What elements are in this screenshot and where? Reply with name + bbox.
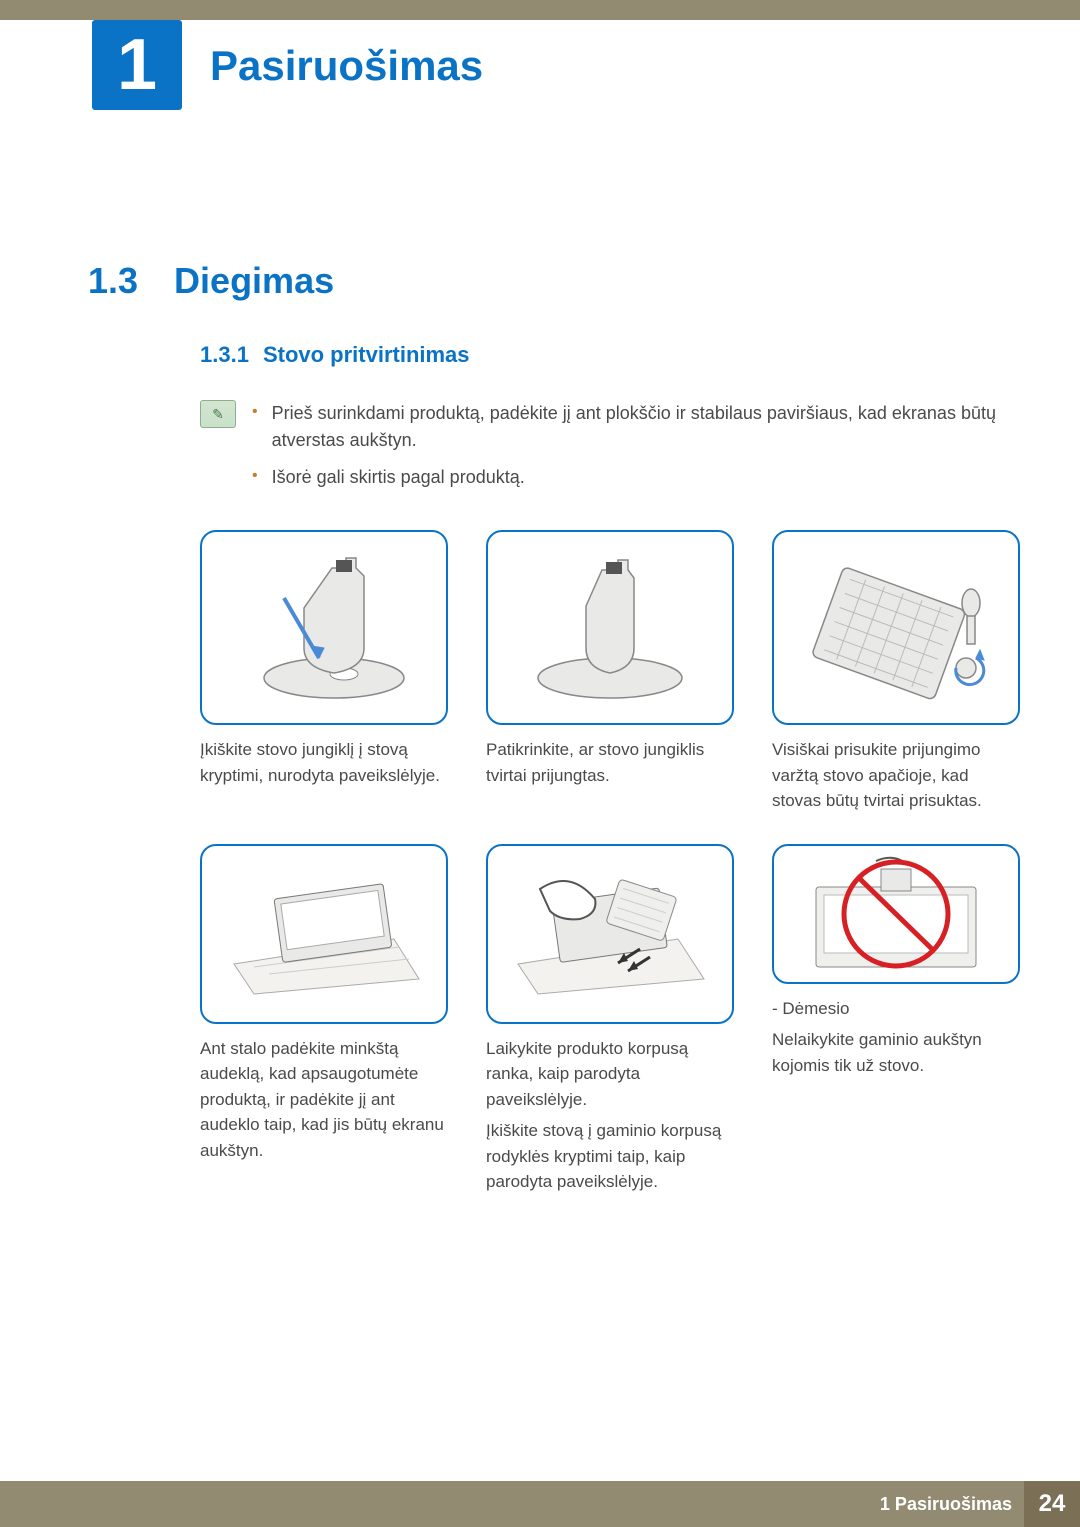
figure-cell: Patikrinkite, ar stovo jungiklis tvirtai… [486, 530, 734, 814]
figure-cell: Įkiškite stovo jungiklį į stovą kryptimi… [200, 530, 448, 814]
stand-attached-icon [510, 548, 710, 708]
stand-insert-icon [224, 548, 424, 708]
note-text: Prieš surinkdami produktą, padėkite jį a… [272, 400, 1010, 454]
note-bullet: • Išorė gali skirtis pagal produktą. [252, 464, 1010, 491]
figure-box [486, 844, 734, 1024]
footer-text: 1 Pasiruošimas [880, 1494, 1012, 1515]
chapter-title: Pasiruošimas [210, 42, 483, 90]
figure-box [772, 844, 1020, 984]
note-bullet: • Prieš surinkdami produktą, padėkite jį… [252, 400, 1010, 454]
figure-cell: Laikykite produkto korpusą ranka, kaip p… [486, 844, 734, 1195]
footer-page-number: 24 [1024, 1481, 1080, 1527]
figure-grid: Įkiškite stovo jungiklį į stovą kryptimi… [200, 530, 1020, 1195]
caption-main: Laikykite produkto korpusą ranka, kaip p… [486, 1039, 688, 1109]
caption-main: Nelaikykite gaminio aukštyn kojomis tik … [772, 1027, 1020, 1078]
section-title: Diegimas [174, 260, 334, 302]
figure-cell: Ant stalo padėkite minkštą audeklą, kad … [200, 844, 448, 1195]
subsection-number: 1.3.1 [200, 342, 249, 368]
chapter-header: 1 Pasiruošimas [0, 20, 1080, 110]
figure-box [486, 530, 734, 725]
figure-cell: - Dėmesio Nelaikykite gaminio aukštyn ko… [772, 844, 1020, 1195]
note-icon: ✎ [200, 400, 236, 428]
cloth-monitor-icon [214, 859, 434, 1009]
section-header: 1.3 Diegimas [0, 260, 1080, 302]
figure-caption: Visiškai prisukite prijungimo varžtą sto… [772, 737, 1020, 814]
figure-box [200, 530, 448, 725]
chapter-number: 1 [117, 24, 157, 106]
subsection-header: 1.3.1 Stovo pritvirtinimas [0, 342, 1080, 368]
figure-caption: - Dėmesio Nelaikykite gaminio aukštyn ko… [772, 996, 1020, 1079]
figure-caption: Patikrinkite, ar stovo jungiklis tvirtai… [486, 737, 734, 788]
hand-insert-stand-icon [500, 859, 720, 1009]
figure-cell: Visiškai prisukite prijungimo varžtą sto… [772, 530, 1020, 814]
figure-caption: Įkiškite stovo jungiklį į stovą kryptimi… [200, 737, 448, 788]
figure-caption: Ant stalo padėkite minkštą audeklą, kad … [200, 1036, 448, 1164]
figure-caption: Laikykite produkto korpusą ranka, kaip p… [486, 1036, 734, 1195]
base-screw-icon [786, 548, 1006, 708]
figure-box [772, 530, 1020, 725]
note-block: ✎ • Prieš surinkdami produktą, padėkite … [200, 400, 1010, 501]
section-number: 1.3 [88, 260, 138, 302]
subsection-title: Stovo pritvirtinimas [263, 342, 470, 368]
bullet-dot-icon: • [252, 464, 258, 491]
caption-sub: Įkiškite stovą į gaminio korpusą rodyklė… [486, 1118, 734, 1195]
figure-box [200, 844, 448, 1024]
chapter-number-box: 1 [92, 20, 182, 110]
top-accent-bar [0, 0, 1080, 20]
caution-no-hold-stand-icon [786, 849, 1006, 979]
bullet-dot-icon: • [252, 400, 258, 454]
page-footer: 1 Pasiruošimas 24 [0, 1481, 1080, 1527]
caption-warn: - Dėmesio [772, 996, 1020, 1022]
note-bullets: • Prieš surinkdami produktą, padėkite jį… [252, 400, 1010, 501]
note-text: Išorė gali skirtis pagal produktą. [272, 464, 525, 491]
